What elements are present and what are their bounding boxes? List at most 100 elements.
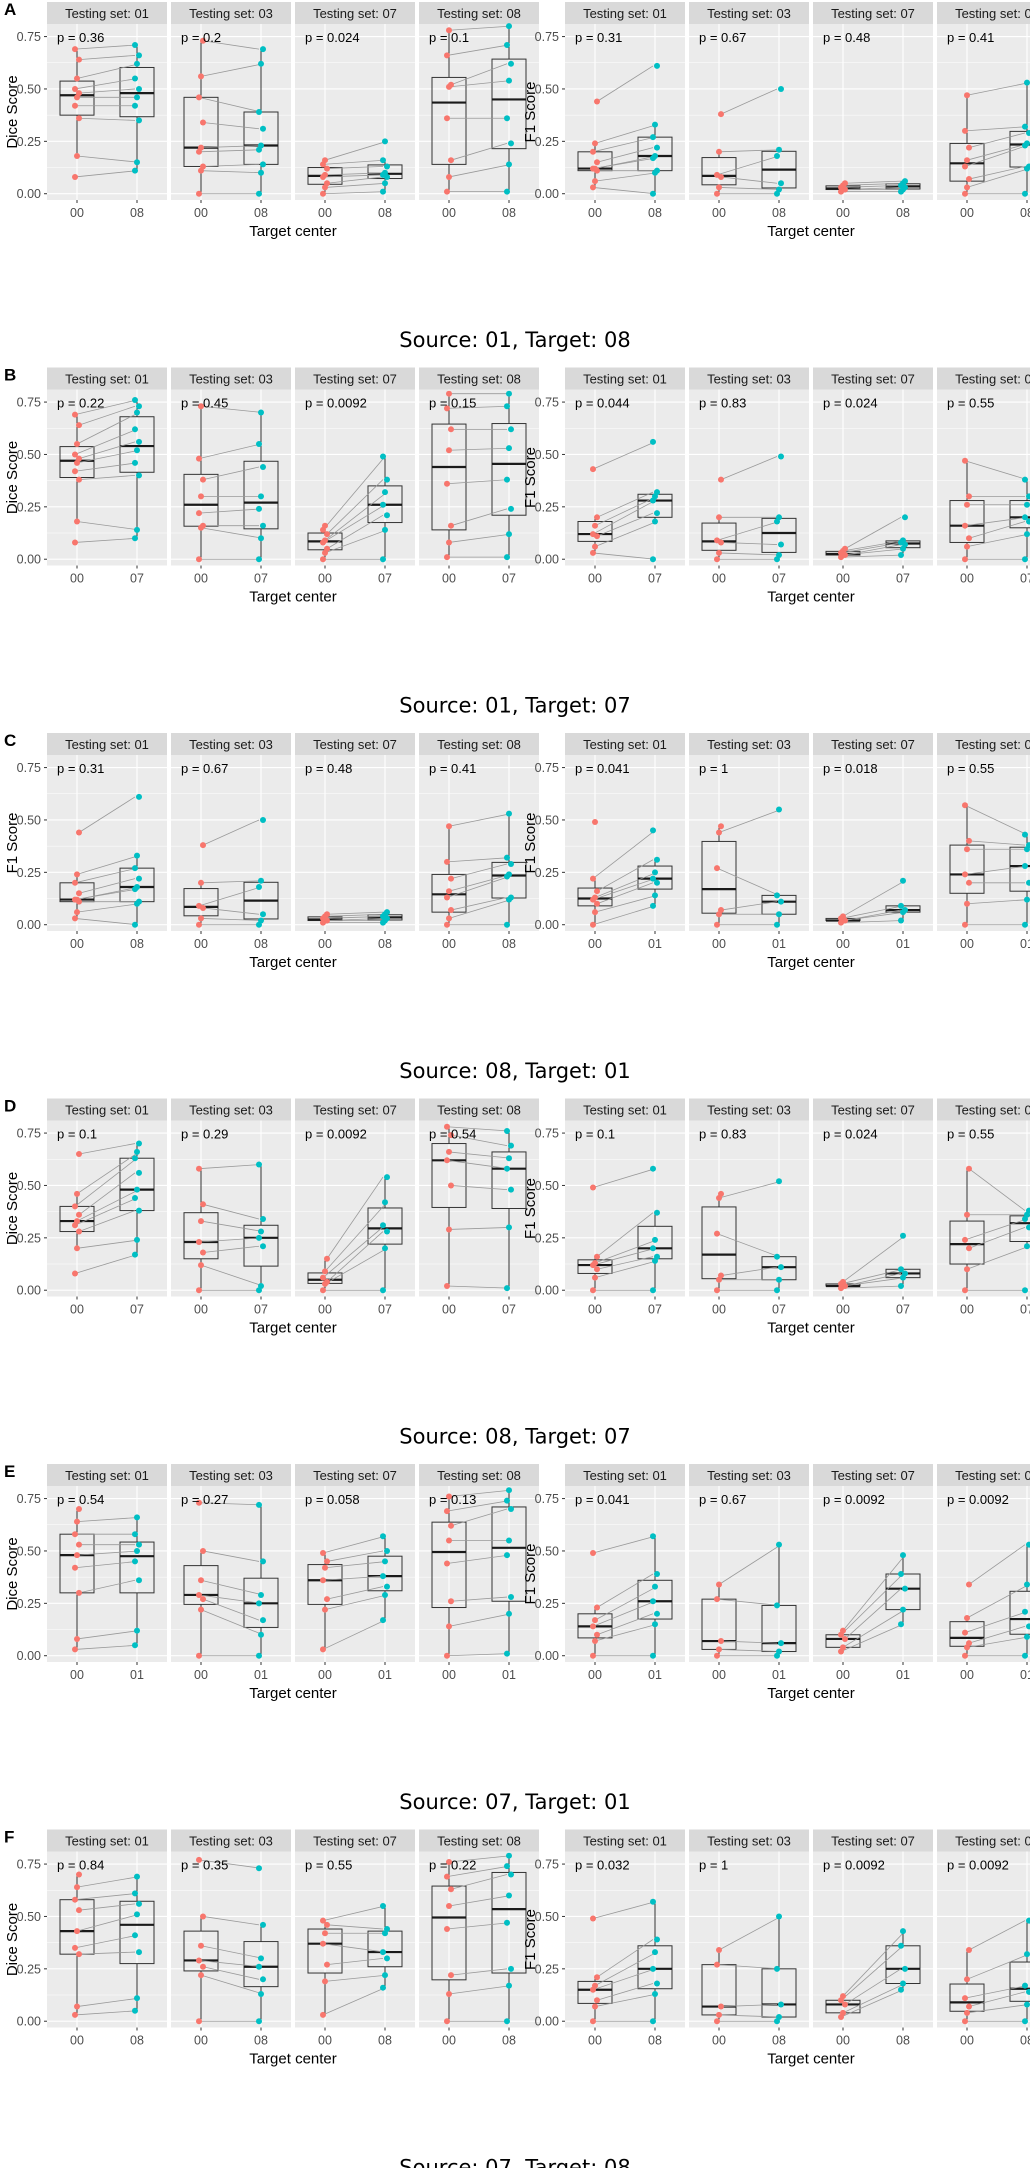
data-point-08 — [650, 134, 656, 141]
pair-line — [76, 1997, 140, 2007]
box-00 — [431, 1885, 467, 1981]
x-tick-label: 00 — [588, 937, 602, 951]
data-point-07 — [136, 438, 142, 445]
facet-panel: Testing set: 03 p = 0.35 00 08 — [171, 1829, 291, 2048]
p-value-label: p = 0.55 — [947, 1127, 994, 1142]
pair-line — [450, 1508, 508, 1527]
pair-line — [324, 182, 388, 188]
box-01 — [637, 1579, 673, 1620]
plot-panel — [813, 1120, 933, 1297]
data-point-08 — [258, 877, 264, 884]
facet-strip — [47, 2, 167, 24]
data-point-08 — [652, 121, 658, 128]
pair-line — [720, 2004, 778, 2007]
pair-line — [202, 1598, 260, 1621]
data-point-00 — [72, 915, 78, 922]
data-point-07 — [380, 501, 386, 508]
pair-line — [596, 491, 654, 518]
pair-line — [326, 479, 384, 535]
data-point-00 — [714, 1596, 720, 1603]
pair-line — [78, 1579, 136, 1594]
pair-line — [448, 163, 512, 178]
facet-strip — [689, 367, 809, 390]
x-tick-label: 07 — [502, 572, 516, 586]
facet-panel: Testing set: 01 p = 0.032 00 08 — [565, 1829, 685, 2048]
data-point-00 — [594, 900, 600, 907]
data-point-00 — [714, 1287, 720, 1294]
pair-line — [964, 1218, 1028, 1241]
data-point-00 — [72, 539, 78, 546]
pair-line — [322, 1987, 386, 2016]
data-point-08 — [134, 1995, 140, 2002]
pair-line — [198, 886, 262, 907]
data-point-07 — [1022, 1287, 1028, 1294]
data-point-07 — [134, 447, 140, 454]
x-axis-title: Target center — [767, 589, 855, 606]
data-point-08 — [132, 167, 138, 174]
p-value-label: p = 0.41 — [947, 30, 994, 45]
data-point-00 — [200, 1547, 206, 1554]
facet-strip-label: Testing set: 07 — [831, 1468, 915, 1483]
data-point-00 — [324, 545, 330, 552]
x-tick-label: 01 — [648, 1668, 662, 1682]
data-point-01 — [258, 1591, 264, 1598]
data-point-00 — [842, 180, 848, 187]
p-value-label: p = 1 — [699, 1858, 728, 1873]
pair-line — [448, 1985, 512, 1995]
data-point-08 — [654, 167, 660, 174]
data-point-00 — [196, 1856, 202, 1863]
x-tick-label: 08 — [1020, 206, 1030, 220]
data-point-01 — [654, 856, 660, 863]
data-point-00 — [966, 1946, 972, 1953]
data-point-00 — [74, 153, 80, 159]
pair-line — [200, 145, 264, 149]
plot-panel — [171, 389, 291, 566]
data-point-00 — [320, 1577, 326, 1584]
x-tick-label: 07 — [772, 1303, 786, 1317]
pair-line — [76, 155, 140, 163]
data-point-00 — [76, 829, 82, 836]
data-point-00 — [714, 2018, 720, 2025]
y-tick-label: 0.25 — [17, 1231, 41, 1245]
data-point-07 — [1024, 1243, 1030, 1250]
data-point-08 — [258, 1990, 264, 1997]
data-point-00 — [196, 556, 202, 563]
data-point-00 — [72, 173, 78, 180]
data-point-01 — [774, 921, 780, 928]
pair-line — [446, 1653, 510, 1657]
data-point-00 — [196, 1165, 202, 1172]
x-tick-label: 08 — [130, 206, 144, 220]
data-point-08 — [132, 1890, 138, 1897]
data-point-00 — [444, 1283, 450, 1290]
data-point-00 — [962, 2018, 968, 2025]
data-point-00 — [444, 894, 450, 901]
data-point-00 — [446, 1990, 452, 1997]
p-value-label: p = 0.27 — [181, 1492, 228, 1507]
box-00 — [577, 521, 613, 542]
data-point-00 — [592, 1259, 598, 1266]
facet-panel: Testing set: 01 p = 0.1 00 07 — [565, 1098, 685, 1317]
data-point-00 — [966, 1640, 972, 1647]
row-letter: A — [4, 0, 16, 19]
facet-strip-label: Testing set: 07 — [313, 737, 397, 752]
x-tick-label: 07 — [254, 1303, 268, 1317]
data-point-00 — [446, 447, 452, 454]
data-point-00 — [966, 493, 972, 500]
y-tick-label: 0.50 — [535, 1179, 559, 1193]
data-point-00 — [196, 1239, 202, 1246]
pair-line — [198, 96, 262, 113]
facet-panel: Testing set: 08 p = 0.1 00 08 — [419, 2, 539, 220]
pair-line — [594, 495, 658, 527]
data-point-00 — [196, 510, 202, 517]
facet-strip — [937, 1464, 1030, 1486]
pair-line — [324, 1561, 388, 1569]
data-point-00 — [448, 1182, 454, 1189]
data-point-01 — [650, 875, 656, 882]
facet-panel: Testing set: 07 p = 0.48 00 08 — [295, 733, 415, 951]
data-point-01 — [778, 898, 784, 905]
data-point-07 — [654, 489, 660, 496]
data-point-00 — [446, 1226, 452, 1233]
data-point-00 — [446, 888, 452, 895]
data-point-00 — [444, 1157, 450, 1164]
pair-line — [200, 405, 264, 413]
